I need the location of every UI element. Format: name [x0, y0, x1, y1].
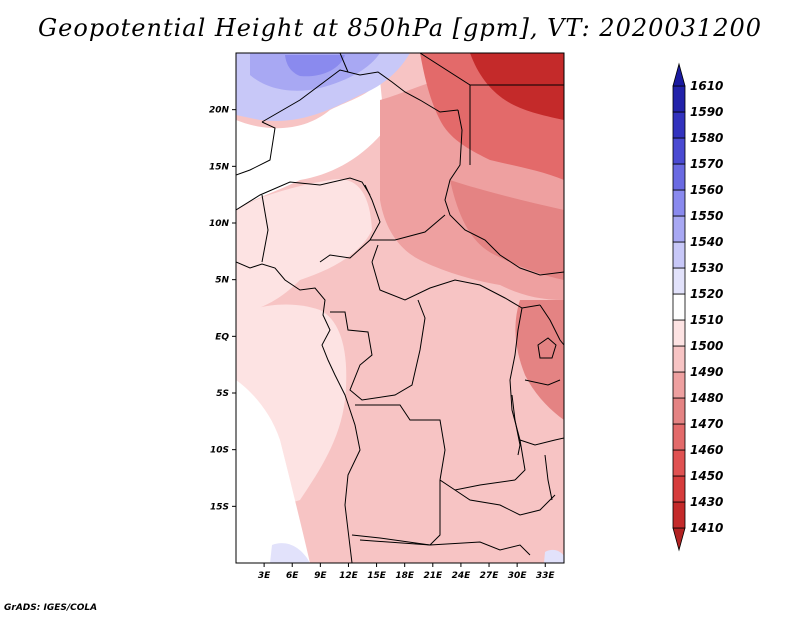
colorbar-segment: [672, 137, 686, 165]
colorbar-label: 1610: [690, 79, 723, 93]
y-axis: 20N 15N 10N 5N EQ 5S 10S 15S: [209, 106, 236, 512]
colorbar-label: 1510: [690, 313, 723, 327]
colorbar-segment: [672, 397, 686, 425]
y-tick-label: 15N: [209, 162, 230, 172]
colorbar-segment: [672, 423, 686, 451]
colorbar-segment: [672, 163, 686, 191]
map-frame: [235, 52, 565, 564]
lake-tanganyika: [511, 394, 521, 456]
colorbar-label: 1500: [690, 339, 723, 353]
y-tick-label: 10N: [209, 219, 230, 229]
colorbar-high-triangle: [672, 62, 686, 87]
colorbar-label: 1430: [690, 495, 723, 509]
border-namibia: [351, 534, 531, 556]
field-white-west: [236, 80, 385, 210]
field-nw-low3: [285, 55, 345, 77]
y-tick-label: 5N: [215, 276, 229, 286]
field-white-sw: [236, 380, 310, 563]
x-tick-label: 24E: [452, 571, 472, 581]
x-tick-label: 27E: [480, 571, 500, 581]
x-tick-label: 9E: [314, 571, 327, 581]
x-tick-label: 12E: [339, 571, 359, 581]
lake-malawi: [544, 454, 553, 501]
field-rift: [515, 300, 564, 420]
x-tick-label: 30E: [508, 571, 528, 581]
colorbar-segment: [672, 293, 686, 321]
grads-credit: GrADS: IGES/COLA: [4, 603, 98, 613]
border-angola: [355, 404, 516, 546]
colorbar-label: 1550: [690, 209, 723, 223]
colorbar-segment: [672, 319, 686, 347]
colorbar-segment: [672, 111, 686, 139]
border-north-1: [261, 69, 459, 123]
y-tick-label: 10S: [210, 446, 229, 456]
border-niger: [236, 121, 371, 211]
colorbar-segment: [672, 449, 686, 477]
field-east-band: [450, 180, 564, 280]
colorbar-label: 1450: [690, 469, 723, 483]
colorbar-label: 1490: [690, 365, 723, 379]
colorbar-label: 1470: [690, 417, 723, 431]
border-cameroon: [370, 214, 446, 263]
colorbar-label: 1570: [690, 157, 723, 171]
x-axis: 3E 6E 9E 12E 15E 18E 21E 24E 27E 30E 33E: [258, 563, 556, 581]
border-congo: [330, 299, 426, 401]
colorbar-label: 1560: [690, 183, 723, 197]
border-car: [371, 261, 541, 309]
colorbar-segment: [672, 475, 686, 503]
colorbar-segment: [672, 267, 686, 295]
colorbar-segment: [672, 215, 686, 243]
border-east: [519, 304, 564, 446]
field-pale-west: [236, 179, 372, 315]
colorbar-segment: [672, 501, 686, 529]
field-ne-darkest: [470, 53, 564, 120]
x-tick-label: 33E: [536, 571, 556, 581]
colorbar-label: 1530: [690, 261, 723, 275]
colorbar-segment: [672, 241, 686, 269]
colorbar: 1410 1430 1450 1460 1470 1480 1490 1500 1510 1520…: [672, 62, 723, 552]
x-tick-label: 3E: [258, 571, 271, 581]
border-zambia: [454, 489, 556, 516]
colorbar-label: 1580: [690, 131, 723, 145]
colorbar-segment: [672, 371, 686, 399]
colorbar-label: 1480: [690, 391, 723, 405]
field-se-low: [544, 549, 564, 563]
map-area: [236, 53, 564, 563]
colorbar-segment: [672, 345, 686, 373]
border-drc-east: [509, 307, 526, 481]
y-tick-label: 20N: [209, 106, 230, 116]
x-tick-label: 6E: [286, 571, 299, 581]
colorbar-segment: [672, 85, 686, 113]
lake-victoria: [537, 337, 557, 359]
y-tick-label: 5S: [216, 389, 229, 399]
x-tick-label: 15E: [367, 571, 387, 581]
colorbar-label: 1410: [690, 521, 723, 535]
field-south-pink: [340, 450, 564, 563]
colorbar-label: 1590: [690, 105, 723, 119]
x-tick-label: 18E: [395, 571, 415, 581]
colorbar-low-triangle: [672, 527, 686, 552]
borders: [236, 53, 564, 563]
colorbar-label: 1540: [690, 235, 723, 249]
colorbar-label: 1520: [690, 287, 723, 301]
coastline-west: [236, 261, 361, 563]
y-tick-label: EQ: [215, 332, 229, 342]
x-tick-label: 21E: [423, 571, 443, 581]
colorbar-label: 1460: [690, 443, 723, 457]
field-sw-low: [270, 543, 310, 563]
border-chad-sudan: [444, 109, 564, 276]
chart-title: Geopotential Height at 850hPa [gpm], VT:…: [38, 14, 762, 42]
colorbar-segment: [672, 189, 686, 217]
y-tick-label: 15S: [210, 502, 229, 512]
